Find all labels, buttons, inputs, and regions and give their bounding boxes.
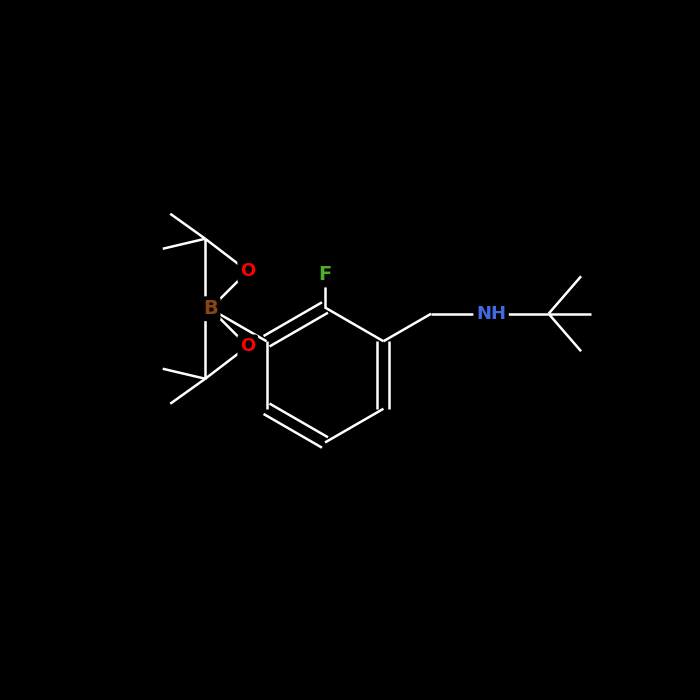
Text: O: O [240,262,256,280]
Text: O: O [240,337,256,356]
Text: B: B [203,300,218,318]
Text: NH: NH [476,304,506,323]
Text: F: F [318,265,332,284]
